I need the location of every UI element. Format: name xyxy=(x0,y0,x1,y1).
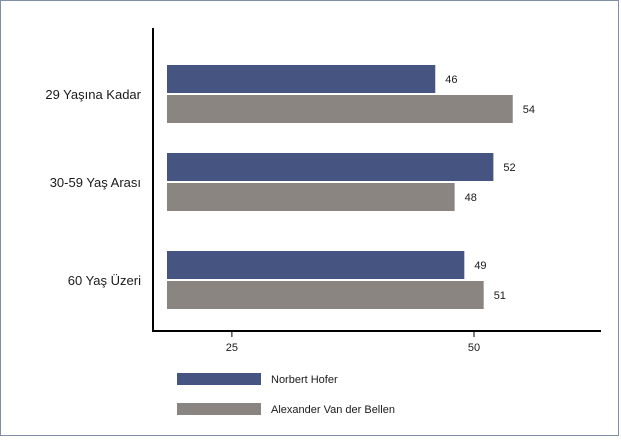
bar-hofer-2 xyxy=(167,251,465,279)
data-label-1-0: 54 xyxy=(523,104,535,116)
data-label-0-2: 49 xyxy=(474,260,486,272)
legend-label-1: Alexander Van der Bellen xyxy=(271,404,395,416)
category-label-0: 29 Yaşına Kadar xyxy=(45,87,141,102)
legend-label-0: Norbert Hofer xyxy=(271,374,338,386)
data-label-1-2: 51 xyxy=(494,290,506,302)
x-tick-label-0: 25 xyxy=(226,342,238,354)
legend-swatch-0 xyxy=(177,373,261,385)
data-label-0-1: 52 xyxy=(503,162,515,174)
data-labels-layer: 46 54 52 48 49 51 xyxy=(445,74,535,302)
x-ticks-layer: 25 50 xyxy=(226,331,480,354)
legend: Norbert Hofer Alexander Van der Bellen xyxy=(177,373,395,416)
x-tick-label-1: 50 xyxy=(468,342,480,354)
data-label-0-0: 46 xyxy=(445,74,457,86)
bar-van-der-bellen-2 xyxy=(167,281,484,309)
data-label-1-1: 48 xyxy=(465,192,477,204)
category-labels-layer: 29 Yaşına Kadar 30-59 Yaş Arası 60 Yaş Üze… xyxy=(45,87,141,288)
bar-van-der-bellen-1 xyxy=(167,183,455,211)
bar-hofer-0 xyxy=(167,65,436,93)
category-label-2: 60 Yaş Üzeri xyxy=(68,273,141,288)
legend-swatch-1 xyxy=(177,403,261,415)
bar-hofer-1 xyxy=(167,153,494,181)
bar-van-der-bellen-0 xyxy=(167,95,513,123)
bars-layer xyxy=(167,65,513,309)
category-label-1: 30-59 Yaş Arası xyxy=(50,175,141,190)
